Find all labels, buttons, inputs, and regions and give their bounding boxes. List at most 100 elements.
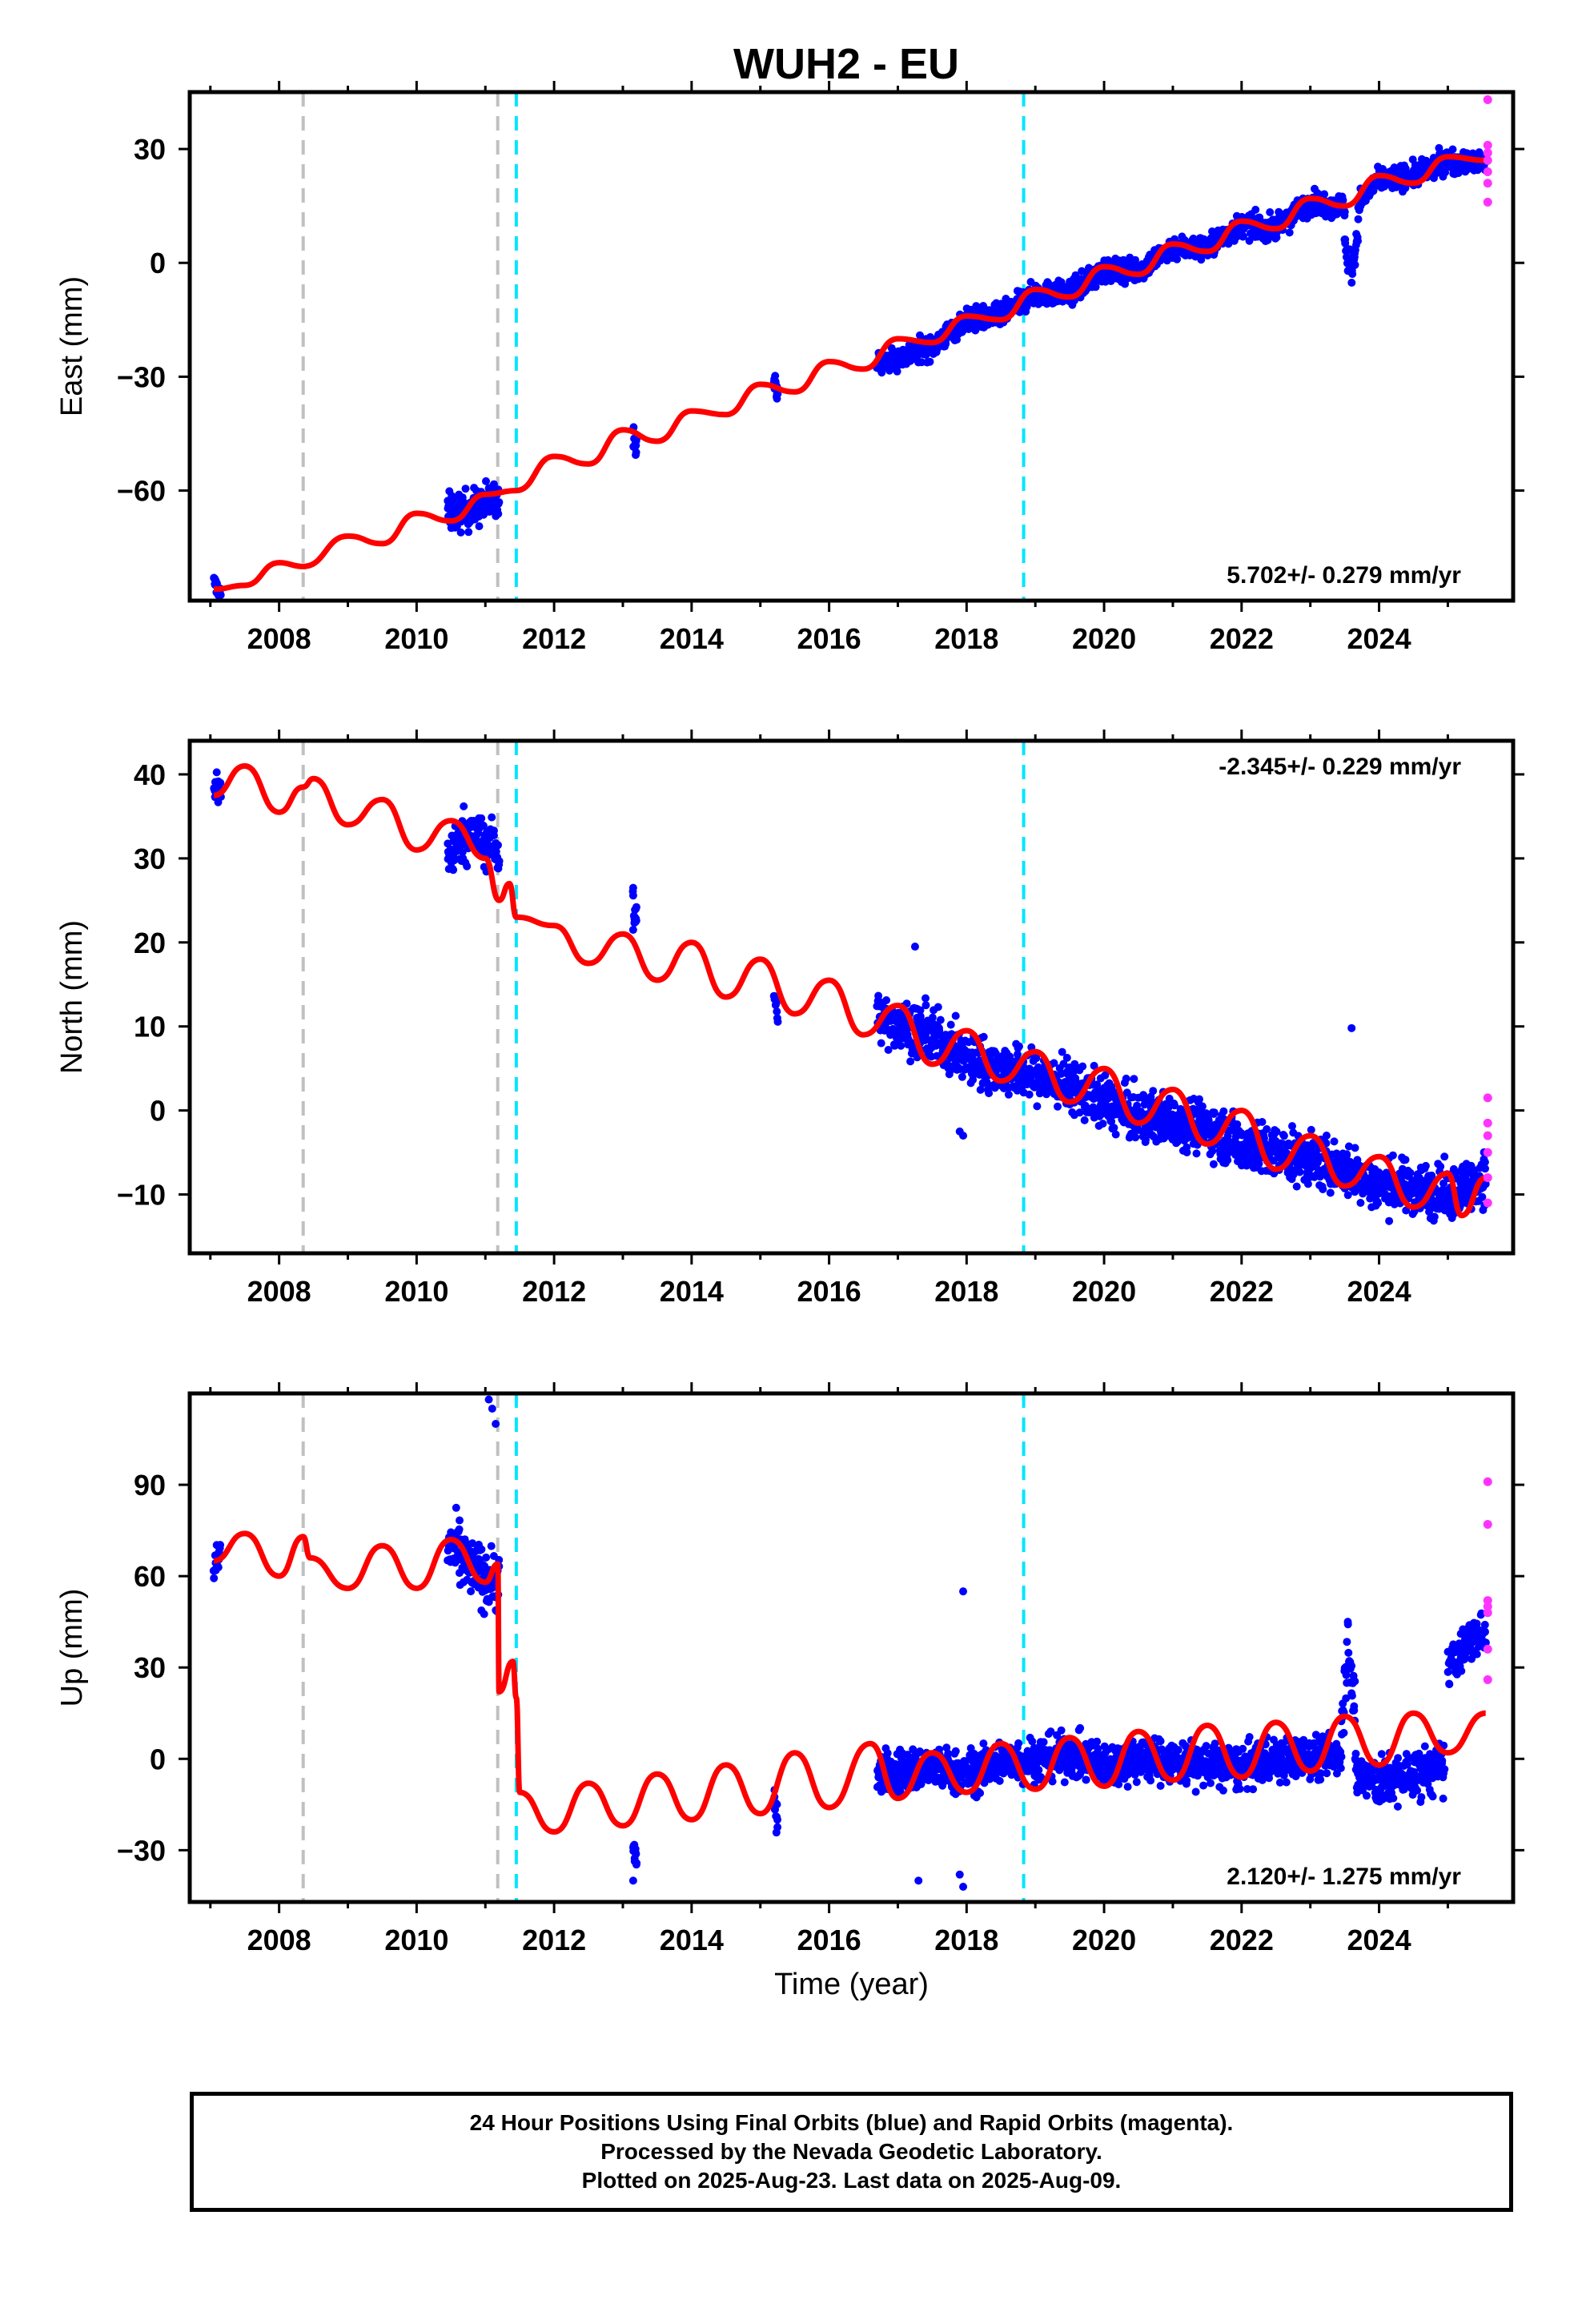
east-final-orbit-point xyxy=(1340,207,1349,216)
north-final-orbit-point xyxy=(1101,1071,1110,1080)
up-final-orbit-point xyxy=(1182,1776,1191,1785)
north-final-orbit-point xyxy=(1093,1080,1102,1089)
east-rapid-orbit-point xyxy=(1483,94,1492,104)
north-final-orbit-point xyxy=(1388,1151,1397,1160)
north-final-orbit-point xyxy=(928,1013,937,1022)
north-rapid-orbit-point xyxy=(1483,1148,1492,1157)
north-final-orbit-point xyxy=(946,1020,955,1029)
north-y-tick-label: 40 xyxy=(134,758,166,791)
up-final-orbit-point xyxy=(1123,1783,1132,1791)
east-rapid-orbit-point xyxy=(1483,179,1492,188)
north-y-tick-label: 30 xyxy=(134,842,166,875)
north-final-orbit-point xyxy=(1288,1122,1296,1131)
north-final-orbit-point xyxy=(874,991,883,1000)
east-final-orbit-point xyxy=(490,480,498,489)
east-x-tick-label: 2012 xyxy=(522,622,586,655)
north-final-orbit-point xyxy=(477,814,486,822)
east-final-orbit-points xyxy=(210,143,1490,600)
north-final-orbit-point xyxy=(1131,1133,1140,1142)
east-final-orbit-point xyxy=(461,485,470,493)
north-x-tick-label: 2020 xyxy=(1072,1275,1136,1308)
east-x-tick-label: 2016 xyxy=(797,622,861,655)
up-final-orbit-point xyxy=(456,1516,464,1525)
north-final-orbit-point xyxy=(1347,1023,1356,1032)
east-x-tick-label: 2008 xyxy=(247,622,311,655)
north-final-orbit-point xyxy=(1351,1144,1359,1152)
north-plot-area xyxy=(210,741,1492,1253)
up-final-orbit-point xyxy=(1093,1737,1102,1746)
north-final-orbit-point xyxy=(1004,1090,1013,1099)
up-final-orbit-point xyxy=(1039,1738,1048,1747)
up-final-orbit-point xyxy=(1245,1733,1254,1741)
north-final-orbit-point xyxy=(936,1015,945,1024)
east-final-orbit-point xyxy=(1266,208,1275,216)
up-final-orbit-point xyxy=(1046,1727,1055,1736)
up-final-orbit-point xyxy=(1211,1739,1219,1748)
north-final-orbit-point xyxy=(1110,1124,1118,1132)
north-final-orbit-point xyxy=(1430,1212,1439,1221)
east-y-tick-label: 30 xyxy=(134,133,166,166)
east-final-orbit-point xyxy=(1285,228,1294,237)
north-final-orbit-point xyxy=(935,1026,944,1035)
north-final-orbit-point xyxy=(1142,1136,1150,1144)
east-plot-area xyxy=(210,92,1492,601)
up-final-orbit-point xyxy=(968,1776,977,1785)
north-final-orbit-point xyxy=(1057,1069,1066,1078)
north-final-orbit-point xyxy=(495,857,504,866)
up-final-orbit-point xyxy=(1156,1782,1165,1790)
east-final-orbit-point xyxy=(495,498,504,507)
north-final-orbit-point xyxy=(979,1032,988,1041)
north-final-orbit-point xyxy=(1062,1053,1071,1062)
north-final-orbit-point xyxy=(1130,1075,1138,1084)
up-final-orbit-point xyxy=(1282,1778,1291,1787)
up-final-orbit-point xyxy=(632,1860,640,1869)
east-final-orbit-point xyxy=(482,476,490,485)
north-final-orbit-point xyxy=(494,841,502,850)
north-final-orbit-point xyxy=(1258,1118,1267,1126)
east-x-tick-label: 2022 xyxy=(1210,622,1274,655)
north-final-orbit-point xyxy=(1439,1179,1447,1188)
north-rapid-orbit-points xyxy=(1483,1093,1492,1208)
north-final-orbit-point xyxy=(916,1006,925,1015)
east-rapid-orbit-point xyxy=(1483,197,1492,207)
east-final-orbit-point xyxy=(1339,196,1347,204)
north-final-orbit-point xyxy=(458,848,467,856)
north-final-orbit-point xyxy=(958,1072,966,1081)
east-final-orbit-point xyxy=(1351,260,1359,269)
up-final-orbit-point xyxy=(477,1545,486,1554)
north-x-tick-label: 2010 xyxy=(384,1275,448,1308)
north-final-orbit-point xyxy=(773,1007,781,1016)
north-rapid-orbit-point xyxy=(1483,1118,1492,1128)
east-final-orbit-point xyxy=(893,367,901,376)
north-final-orbit-point xyxy=(1122,1074,1130,1083)
north-final-orbit-point xyxy=(1058,1047,1066,1056)
east-final-orbit-point xyxy=(216,591,225,599)
north-final-orbit-point xyxy=(1223,1156,1232,1164)
north-rapid-orbit-point xyxy=(1483,1093,1492,1103)
up-final-orbit-point xyxy=(995,1776,1004,1785)
east-rapid-orbit-point xyxy=(1483,140,1492,150)
north-x-tick-label: 2008 xyxy=(247,1275,311,1308)
north-final-orbit-point xyxy=(449,866,458,875)
up-final-orbit-point xyxy=(1048,1777,1057,1786)
up-final-orbit-point xyxy=(468,1539,477,1548)
north-final-orbit-point xyxy=(1054,1102,1062,1111)
up-final-orbit-point xyxy=(1082,1775,1090,1784)
up-final-orbit-point xyxy=(1146,1776,1155,1785)
north-final-orbit-point xyxy=(632,903,640,911)
north-final-orbit-point xyxy=(1233,1120,1242,1128)
up-final-orbit-point xyxy=(1014,1739,1023,1747)
north-final-orbit-point xyxy=(1326,1188,1335,1197)
east-final-orbit-point xyxy=(475,522,484,531)
north-final-orbit-point xyxy=(1107,1117,1116,1126)
up-final-orbit-point xyxy=(210,1574,219,1582)
north-final-orbit-point xyxy=(773,1017,782,1026)
up-final-orbit-point xyxy=(480,1610,488,1618)
north-final-orbit-point xyxy=(1279,1132,1288,1140)
chart-title: WUH2 - EU xyxy=(733,40,959,88)
east-y-tick-label: 0 xyxy=(150,247,166,279)
up-final-orbit-point xyxy=(216,1541,225,1550)
north-x-tick-label: 2012 xyxy=(522,1275,586,1308)
north-y-tick-label: 10 xyxy=(134,1011,166,1043)
east-rate-annotation: 5.702+/- 0.279 mm/yr xyxy=(1227,562,1461,589)
